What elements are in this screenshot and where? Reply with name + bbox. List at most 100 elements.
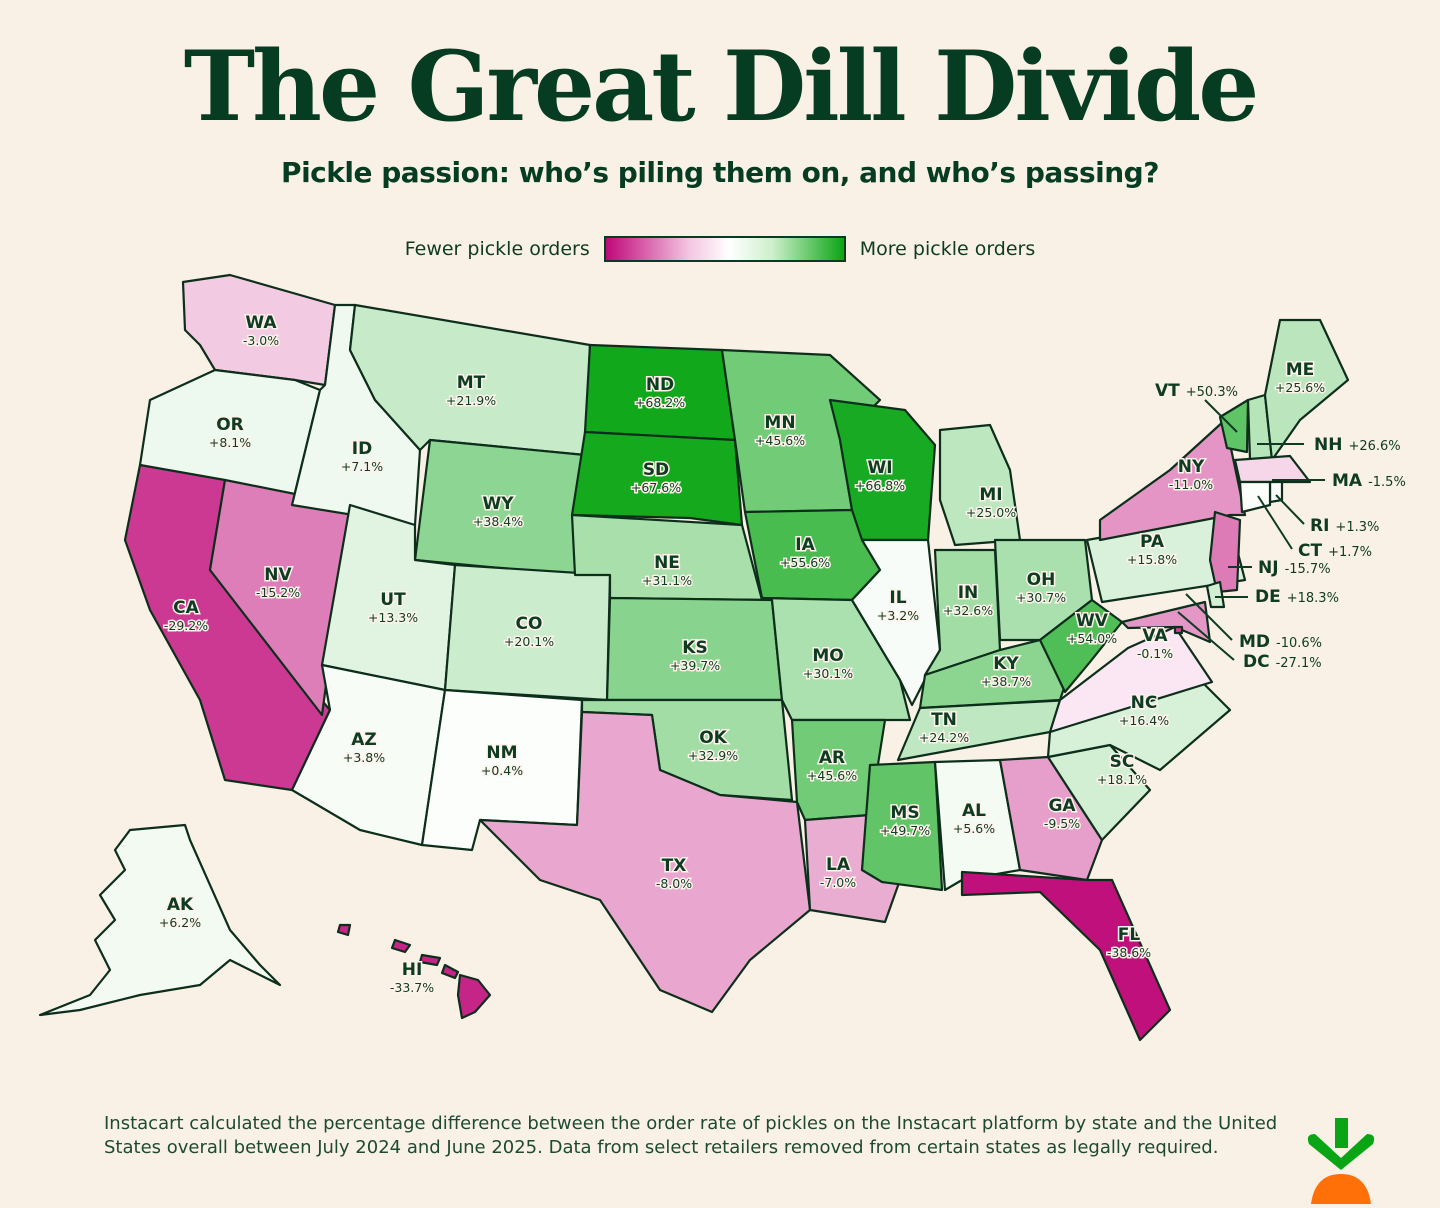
- state-ga: [998, 755, 1104, 882]
- state-abbr: NC: [1131, 693, 1158, 713]
- state-abbr: CT: [1298, 541, 1322, 561]
- state-callout-ri: RI +1.3%: [1310, 516, 1379, 536]
- state-ma: [1233, 454, 1312, 484]
- state-abbr: NM: [486, 743, 517, 763]
- state-abbr: PA: [1140, 532, 1165, 552]
- state-ak: [38, 823, 282, 1017]
- state-abbr: MT: [457, 373, 486, 393]
- state-abbr: AZ: [351, 730, 376, 750]
- state-value: -33.7%: [390, 980, 434, 995]
- state-sd: [570, 430, 744, 527]
- state-value: +25.0%: [966, 505, 1016, 520]
- state-abbr: KY: [993, 654, 1019, 674]
- state-abbr: RI: [1310, 516, 1329, 536]
- state-value: +38.4%: [473, 514, 523, 529]
- state-abbr: GA: [1048, 796, 1076, 816]
- state-abbr: WI: [867, 458, 892, 478]
- state-value: -27.1%: [1276, 656, 1322, 671]
- leader-line-md: [1185, 593, 1233, 641]
- leader-line-ri: [1275, 494, 1305, 525]
- state-abbr: TX: [662, 856, 687, 876]
- state-callout-nh: NH +26.6%: [1314, 435, 1401, 455]
- state-abbr: ND: [646, 375, 674, 395]
- state-value: +8.1%: [209, 435, 251, 450]
- state-value: +21.9%: [446, 393, 496, 408]
- state-abbr: NY: [1178, 457, 1205, 477]
- state-value: +0.4%: [481, 763, 523, 778]
- state-value: +26.6%: [1348, 439, 1400, 454]
- state-tx: [478, 710, 812, 1014]
- state-value: +5.6%: [953, 821, 995, 836]
- state-abbr: KS: [682, 638, 707, 658]
- state-value: +30.1%: [803, 666, 853, 681]
- carrot-icon: [1307, 1118, 1375, 1204]
- state-value: +24.2%: [919, 730, 969, 745]
- state-value: -29.2%: [164, 618, 208, 633]
- state-abbr: IN: [958, 583, 979, 603]
- state-value: +3.2%: [877, 608, 919, 623]
- color-legend: Fewer pickle orders More pickle orders: [0, 236, 1440, 262]
- state-ny: [1098, 418, 1247, 542]
- state-abbr: UT: [380, 590, 406, 610]
- state-value: +3.8%: [343, 750, 385, 765]
- state-abbr: CA: [173, 598, 199, 618]
- state-abbr: ID: [352, 439, 372, 459]
- state-abbr: NH: [1314, 435, 1342, 455]
- state-de: [1205, 580, 1226, 609]
- state-value: +55.6%: [780, 555, 830, 570]
- page-subtitle: Pickle passion: who’s piling them on, an…: [281, 156, 1159, 189]
- state-il: [850, 538, 942, 707]
- state-ms: [860, 760, 944, 892]
- page-title: The Great Dill Divide: [183, 30, 1260, 143]
- state-value: +32.9%: [688, 748, 738, 763]
- state-abbr: WA: [245, 313, 277, 333]
- state-value: -0.1%: [1137, 646, 1173, 661]
- state-callout-nj: NJ -15.7%: [1258, 558, 1331, 578]
- state-value: +18.1%: [1097, 772, 1147, 787]
- state-value: -10.6%: [1276, 636, 1322, 651]
- state-value: +20.1%: [504, 634, 554, 649]
- state-abbr: MO: [812, 646, 843, 666]
- state-value: +50.3%: [1186, 385, 1238, 400]
- state-abbr: AL: [962, 801, 986, 821]
- state-value: +18.3%: [1287, 591, 1339, 606]
- state-value: +45.6%: [755, 433, 805, 448]
- state-value: +31.1%: [642, 573, 692, 588]
- state-abbr: DC: [1243, 652, 1270, 672]
- state-value: +15.8%: [1127, 552, 1177, 567]
- state-value: +30.7%: [1016, 590, 1066, 605]
- state-value: +39.7%: [670, 658, 720, 673]
- state-value: -11.0%: [1169, 477, 1213, 492]
- state-abbr: SD: [643, 460, 669, 480]
- state-abbr: WV: [1076, 611, 1109, 631]
- state-abbr: OK: [699, 728, 727, 748]
- state-value: +1.3%: [1335, 520, 1379, 535]
- state-abbr: AK: [167, 895, 194, 915]
- legend-high-label: More pickle orders: [859, 238, 1036, 260]
- state-callout-ma: MA -1.5%: [1332, 471, 1406, 491]
- state-abbr: HI: [402, 960, 423, 980]
- state-hi: [390, 938, 412, 954]
- state-fl: [960, 870, 1172, 1042]
- state-abbr: MA: [1332, 471, 1363, 491]
- state-value: -3.0%: [243, 333, 279, 348]
- state-value: +67.6%: [631, 480, 681, 495]
- state-vt: [1218, 398, 1250, 454]
- instacart-logo: [1305, 1118, 1377, 1208]
- state-abbr: WY: [482, 494, 514, 514]
- state-value: +25.6%: [1275, 380, 1325, 395]
- state-abbr: IA: [795, 535, 815, 555]
- state-md: [1120, 600, 1212, 644]
- state-va: [1048, 625, 1214, 734]
- state-value: -8.0%: [656, 876, 692, 891]
- footnote: Instacart calculated the percentage diff…: [104, 1113, 1278, 1158]
- state-value: -15.2%: [256, 585, 300, 600]
- state-value: +49.7%: [880, 823, 930, 838]
- state-abbr: LA: [826, 855, 851, 875]
- state-value: -1.5%: [1368, 475, 1406, 490]
- state-callout-dc: DC -27.1%: [1243, 652, 1322, 672]
- state-hi: [440, 963, 460, 980]
- state-abbr: MN: [764, 413, 795, 433]
- state-abbr: ME: [1286, 360, 1315, 380]
- state-value: +66.8%: [855, 478, 905, 493]
